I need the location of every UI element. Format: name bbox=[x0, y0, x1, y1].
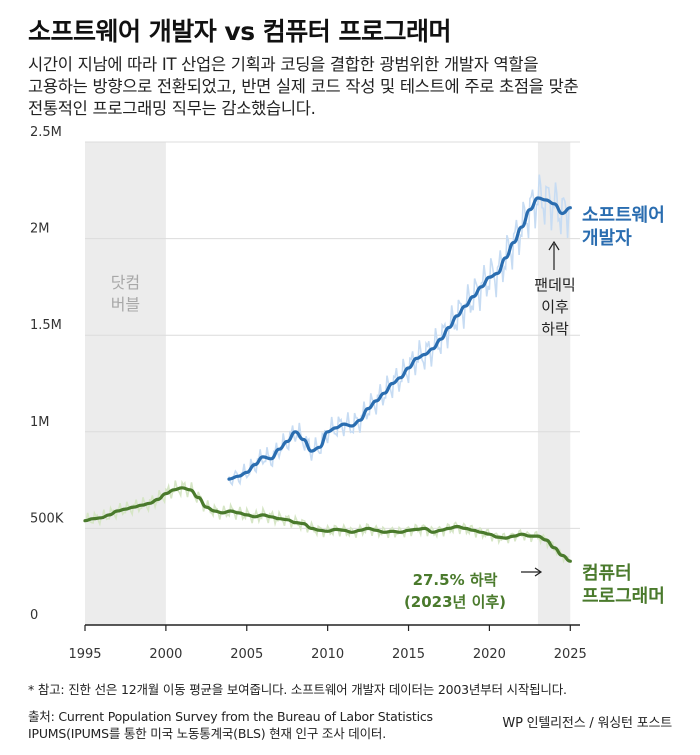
series-label-developer: 소프트웨어 bbox=[582, 205, 665, 226]
subtitle-line: 고용하는 방향으로 전환되었고, 반면 실제 코드 작성 및 테스트에 주로 초… bbox=[28, 77, 579, 96]
y-tick-label: 500K bbox=[30, 511, 64, 526]
credit: WP 인텔리전스 / 워싱턴 포스트 bbox=[502, 716, 672, 731]
shaded-period bbox=[85, 142, 166, 625]
source-note: 출처: Current Population Survey from the B… bbox=[28, 708, 433, 742]
x-tick-label: 2000 bbox=[149, 647, 182, 662]
shaded-period-label: 버블 bbox=[111, 295, 140, 314]
x-tick-label: 2010 bbox=[311, 647, 344, 662]
y-tick-label: 0 bbox=[30, 608, 38, 623]
annotation-pandemic-text: 이후 bbox=[541, 298, 569, 316]
series-line bbox=[83, 486, 572, 563]
subtitle: 시간이 지남에 따라 IT 산업은 기획과 코딩을 결합한 광범위한 개발자 역… bbox=[28, 54, 678, 120]
annotation-pandemic-text: 하락 bbox=[541, 320, 569, 338]
source-line: 출처: Current Population Survey from the B… bbox=[28, 709, 433, 724]
series-raw-line bbox=[84, 479, 570, 564]
annotation-decline-text: 27.5% 하락 bbox=[413, 571, 498, 589]
y-tick-label: 2M bbox=[30, 222, 50, 237]
y-tick-label: 1M bbox=[30, 415, 50, 430]
annotation-decline-text: (2023년 이후) bbox=[404, 593, 506, 611]
x-tick-label: 1995 bbox=[68, 647, 101, 662]
footnote: * 참고: 진한 선은 12개월 이동 평균을 보여줍니다. 소프트웨어 개발자… bbox=[28, 682, 567, 697]
x-tick-label: 2005 bbox=[230, 647, 263, 662]
series-line bbox=[227, 196, 572, 481]
series-label-developer: 개발자 bbox=[582, 228, 632, 249]
page-title: 소프트웨어 개발자 vs 컴퓨터 프로그래머 bbox=[28, 17, 452, 46]
series-label-programmer: 프로그래머 bbox=[582, 586, 665, 607]
x-tick-label: 2015 bbox=[392, 647, 425, 662]
annotation-arrowhead bbox=[534, 567, 543, 577]
subtitle-line: 시간이 지남에 따라 IT 산업은 기획과 코딩을 결합한 광범위한 개발자 역… bbox=[28, 55, 539, 74]
series-raw-line bbox=[228, 174, 570, 487]
shaded-period-label: 닷컴 bbox=[111, 273, 140, 292]
subtitle-line: 전통적인 프로그래밍 직무는 감소했습니다. bbox=[28, 99, 316, 118]
source-line: IPUMS(IPUMS를 통한 미국 노동통계국(BLS) 현재 인구 조사 데… bbox=[28, 726, 386, 741]
y-tick-label: 2.5M bbox=[30, 125, 62, 140]
series-label-programmer: 컴퓨터 bbox=[582, 563, 632, 584]
x-tick-label: 2025 bbox=[554, 647, 587, 662]
annotation-pandemic-text: 팬데믹 bbox=[534, 276, 575, 294]
annotation-arrowhead bbox=[548, 240, 560, 251]
y-tick-label: 1.5M bbox=[30, 318, 62, 333]
x-tick-label: 2020 bbox=[473, 647, 506, 662]
shaded-period bbox=[537, 142, 571, 625]
